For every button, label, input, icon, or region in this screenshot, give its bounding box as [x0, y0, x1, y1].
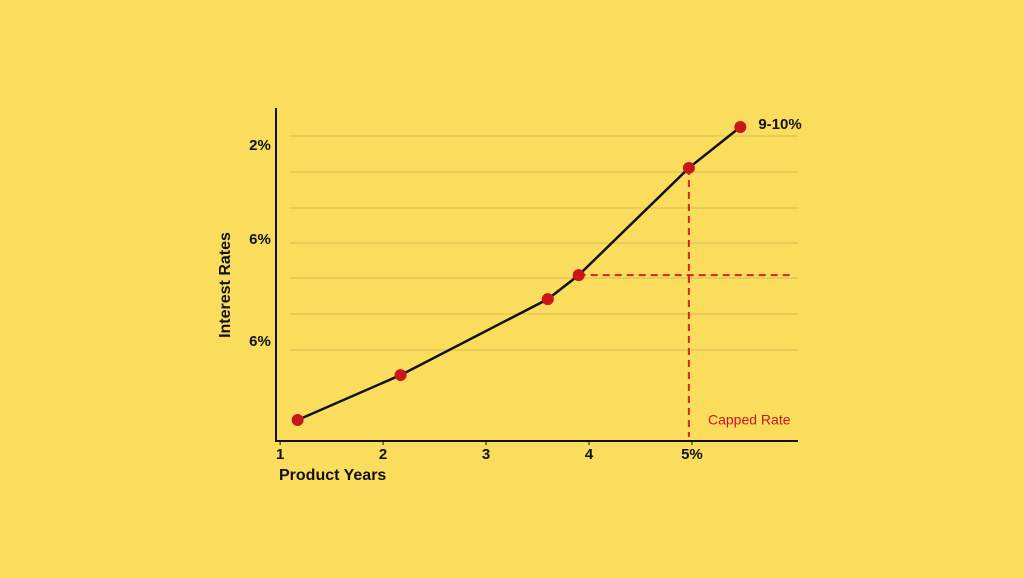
y-axis-label: Interest Rates [217, 232, 234, 338]
x-tick-label: 3 [482, 446, 490, 463]
point [572, 269, 585, 282]
x-tick-label: 5% [681, 446, 703, 463]
y-tick-label: 6% [249, 333, 271, 350]
annotation: Capped Rate [708, 412, 791, 428]
x-tick-label: 4 [585, 446, 594, 463]
x-tick-label: 2 [379, 446, 387, 463]
point [734, 120, 747, 133]
point [541, 293, 554, 306]
y-tick-label: 2% [249, 137, 271, 154]
x-axis-label: Product Years [279, 467, 386, 484]
point [394, 369, 407, 382]
y-tick-label: 6% [249, 231, 271, 248]
point [291, 414, 304, 427]
line [297, 126, 742, 422]
x-tick-label: 1 [276, 446, 284, 463]
point [682, 161, 695, 174]
grid [290, 135, 798, 351]
end-label: 9-10% [758, 116, 801, 133]
